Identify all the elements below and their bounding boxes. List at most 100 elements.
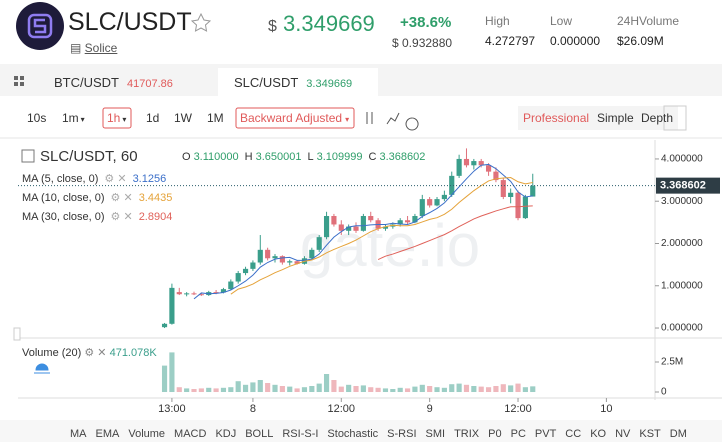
candle-body bbox=[500, 180, 506, 197]
indicator-button[interactable]: EMA bbox=[95, 428, 120, 440]
candle-body bbox=[515, 192, 521, 219]
ohlc-value: 3.650001 bbox=[255, 151, 302, 163]
adjust: Backward Adjusted ▾ bbox=[240, 111, 349, 125]
indicator-button[interactable]: KDJ bbox=[215, 428, 237, 440]
dropdown-caret[interactable]: ▾ bbox=[80, 115, 85, 124]
ma-legend: MA (5, close, 0) ⚙ ✕ 3.1256 bbox=[22, 172, 166, 185]
indicator-button[interactable]: KST bbox=[639, 428, 661, 440]
tab-price: 41707.86 bbox=[127, 78, 173, 90]
view-button[interactable]: Depth bbox=[641, 111, 674, 125]
ohlc-value: 3.109999 bbox=[316, 151, 363, 163]
tool-icons[interactable] bbox=[366, 112, 419, 131]
volume-bar bbox=[316, 383, 322, 393]
pane-handle bbox=[13, 327, 21, 341]
interval: 1M bbox=[207, 111, 224, 125]
interval-button[interactable]: 1d bbox=[146, 111, 160, 125]
ma-line bbox=[230, 177, 533, 295]
watermark: gate.io bbox=[300, 212, 480, 279]
indicator-button[interactable]: KO bbox=[590, 428, 607, 440]
source-name[interactable]: Solice bbox=[84, 41, 118, 55]
ma-legend: MA (30, close, 0) ⚙ ✕ 2.8904 bbox=[22, 210, 172, 223]
volume-bar bbox=[272, 384, 278, 393]
tab-price: 3.349669 bbox=[306, 78, 353, 90]
volume-bar bbox=[471, 386, 477, 393]
ma-line bbox=[193, 163, 533, 300]
tab-pair[interactable]: SLC/USDT bbox=[234, 75, 299, 90]
volume-bar bbox=[242, 384, 249, 393]
fullscreen-button[interactable] bbox=[663, 105, 687, 131]
view-button[interactable]: Simple bbox=[597, 111, 634, 125]
indicator-button[interactable]: PVT bbox=[534, 428, 557, 440]
indicator-button[interactable]: CC bbox=[565, 428, 582, 440]
candle-body bbox=[309, 249, 315, 259]
tab-pair[interactable]: BTC/USDT bbox=[54, 75, 119, 90]
indicator-button[interactable]: PC bbox=[510, 428, 526, 440]
indicator-button[interactable]: P0 bbox=[488, 428, 502, 440]
view: Simple bbox=[597, 111, 634, 125]
indicator-button[interactable]: MA bbox=[70, 428, 87, 440]
indicator-button[interactable]: NV bbox=[615, 428, 631, 440]
volume-bar bbox=[191, 389, 197, 393]
candle-body bbox=[213, 292, 219, 294]
indicator-button[interactable]: BOLL bbox=[245, 428, 274, 440]
tab: SLC/USDT 3.349669 bbox=[234, 75, 352, 90]
candle-body bbox=[360, 216, 366, 231]
indicator-button[interactable]: RSI-S-I bbox=[282, 428, 319, 440]
candle-body bbox=[353, 226, 359, 231]
candle-body bbox=[257, 249, 263, 263]
volume-bar bbox=[309, 386, 315, 393]
volume-bar bbox=[323, 374, 330, 393]
interval-button[interactable]: 1W bbox=[174, 111, 192, 125]
pair-title: SLC/USDT bbox=[68, 8, 192, 36]
candle-body bbox=[235, 273, 241, 282]
ma-name: MA (30, close, 0) bbox=[22, 211, 105, 223]
volume-tick-label: 2.5M bbox=[661, 357, 683, 368]
ohlc-label: H bbox=[244, 151, 253, 163]
volume-bar bbox=[294, 388, 300, 393]
collapse-icon[interactable] bbox=[21, 149, 35, 163]
indicator-button[interactable]: DM bbox=[669, 428, 687, 440]
indicator-button[interactable]: TRIX bbox=[454, 428, 480, 440]
candle-body bbox=[265, 249, 271, 259]
grid-icon[interactable] bbox=[20, 82, 24, 86]
indicator-button[interactable]: S-RSI bbox=[387, 428, 417, 440]
last-price: $ 3.349669 bbox=[268, 11, 375, 37]
interval-button[interactable]: 1M bbox=[207, 111, 224, 125]
volume-bar bbox=[427, 386, 433, 393]
candle-body bbox=[228, 281, 234, 290]
view-button[interactable]: Professional bbox=[523, 111, 590, 125]
ma-value: 3.1256 bbox=[132, 173, 167, 185]
volume-bar bbox=[515, 383, 521, 393]
indicator-button[interactable]: Volume bbox=[128, 428, 166, 440]
candle-body bbox=[184, 293, 190, 295]
adjust-box bbox=[235, 107, 355, 129]
grid-icon[interactable] bbox=[14, 82, 18, 86]
candle-body bbox=[346, 226, 352, 231]
active-tab-bg bbox=[218, 68, 378, 96]
volume-bar bbox=[530, 386, 536, 393]
indicator-button[interactable]: Stochastic bbox=[327, 428, 379, 440]
dropdown-caret[interactable]: ▾ bbox=[345, 115, 350, 124]
candle-body bbox=[338, 224, 344, 231]
interval-button[interactable]: 1h bbox=[107, 111, 121, 125]
volume-bar bbox=[412, 386, 418, 393]
volume-bar bbox=[250, 382, 256, 393]
indicator-button[interactable]: SMI bbox=[425, 428, 446, 440]
dropdown-caret[interactable]: ▾ bbox=[122, 115, 127, 124]
adjust-button[interactable]: Backward Adjusted bbox=[240, 111, 343, 125]
indicator-button[interactable]: MACD bbox=[174, 428, 207, 440]
interval-button[interactable]: 1m bbox=[62, 111, 79, 125]
favorite-star[interactable] bbox=[190, 12, 212, 32]
source-link[interactable]: ▤ Solice bbox=[70, 41, 118, 55]
volume-bar bbox=[449, 384, 455, 393]
candle-body bbox=[449, 175, 455, 195]
grid-icon[interactable] bbox=[20, 76, 24, 80]
volume-bar bbox=[301, 387, 308, 393]
volume-bar bbox=[493, 386, 499, 393]
interval: 1m ▾ bbox=[62, 111, 85, 125]
grid-icon[interactable] bbox=[14, 76, 18, 80]
volume-bar bbox=[485, 387, 492, 393]
interval-button[interactable]: 10s bbox=[27, 111, 47, 125]
view: Professional bbox=[523, 111, 589, 125]
